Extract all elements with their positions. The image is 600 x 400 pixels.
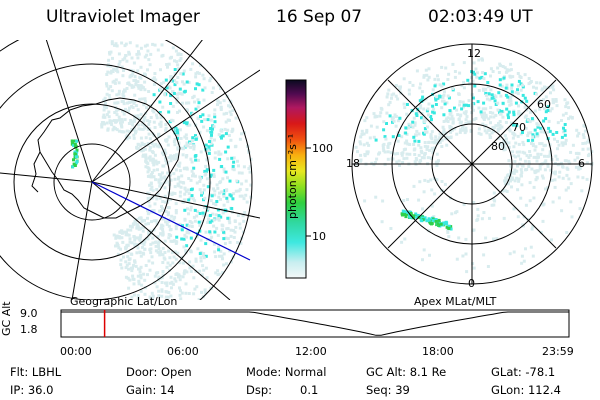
timeline-xtick-1200: 12:00 — [295, 345, 327, 358]
observation-date: 16 Sep 07 — [276, 7, 363, 27]
info-door: Door: Open — [126, 365, 192, 379]
info-gc-alt: GC Alt: 8.1 Re — [366, 365, 447, 379]
mlt-label-0: 0 — [468, 277, 475, 290]
colorbar-gradient — [285, 79, 307, 279]
geographic-map-label: Geographic Lat/Lon — [70, 295, 178, 308]
antarctica-coastline — [37, 97, 181, 219]
timeline-xtick-0600: 06:00 — [167, 345, 199, 358]
info-glat: GLat: -78.1 — [491, 365, 556, 379]
timeline-ytick-top: 9.0 — [20, 307, 38, 320]
lat-circle-80 — [53, 143, 131, 221]
lat-circle-60 — [0, 63, 211, 300]
colorbar-tick-100: 100 — [312, 142, 333, 155]
timeline-xtick-1800: 18:00 — [422, 345, 454, 358]
apex-aurora-emission — [354, 57, 594, 274]
colorbar — [285, 79, 311, 279]
colorbar-tick-10: 10 — [312, 230, 326, 243]
mlat-label-80: 80 — [491, 140, 505, 153]
timeline-ytick-bottom: 1.8 — [20, 323, 38, 336]
mlat-label-60: 60 — [537, 98, 551, 111]
info-ip: IP: 36.0 — [10, 383, 54, 397]
lat-circle-50 — [0, 40, 253, 300]
timeline-xtick-0000: 00:00 — [60, 345, 92, 358]
info-dsp-value: 0.1 — [300, 383, 319, 397]
mlt-label-12: 12 — [467, 47, 481, 60]
mlt-label-6: 6 — [578, 157, 585, 170]
lat-circle-70 — [13, 103, 171, 261]
mlat-label-70: 70 — [512, 121, 526, 134]
geo-aurora-emission — [70, 40, 253, 300]
timeline-xtick-2359: 23:59 — [542, 345, 574, 358]
mlt-grid-lines — [352, 44, 592, 284]
altitude-curve — [61, 311, 569, 336]
colorbar-unit-label: photon cm⁻²s⁻¹ — [286, 133, 299, 219]
info-glon: GLon: 112.4 — [491, 383, 561, 397]
mlt-label-18: 18 — [346, 157, 360, 170]
info-filter: Flt: LBHL — [10, 365, 62, 379]
geographic-map — [0, 40, 260, 300]
info-seq: Seq: 39 — [366, 383, 410, 397]
meridian-lines — [0, 40, 260, 300]
apex-map-label: Apex MLat/MLT — [414, 295, 497, 308]
info-gain: Gain: 14 — [126, 383, 175, 397]
info-dsp-label: Dsp: — [246, 383, 273, 397]
observation-time: 02:03:49 UT — [428, 7, 533, 27]
apex-map — [351, 43, 594, 285]
geo-track-line — [91, 181, 251, 261]
antarctic-peninsula — [31, 151, 41, 193]
timeline-plot — [60, 309, 570, 338]
timeline-ylabel: GC Alt — [0, 301, 13, 336]
info-mode: Mode: Normal — [246, 365, 327, 379]
instrument-title: Ultraviolet Imager — [46, 7, 200, 27]
